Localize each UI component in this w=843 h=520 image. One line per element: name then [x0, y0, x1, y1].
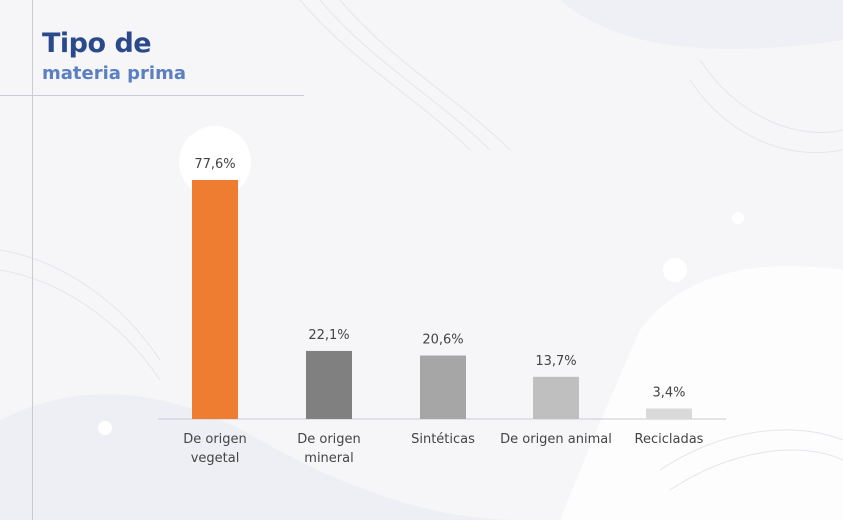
bar: [646, 408, 692, 419]
title-underline: [0, 95, 304, 96]
chart-subtitle: materia prima: [42, 63, 187, 84]
category-label: mineral: [304, 451, 353, 466]
category-label: De origen: [183, 432, 247, 447]
category-label: Sintéticas: [411, 432, 475, 447]
bar: [192, 180, 238, 419]
chart-title: Tipo de: [42, 28, 152, 59]
category-label: De origen animal: [500, 432, 612, 447]
bar: [420, 355, 466, 419]
bar: [533, 376, 579, 419]
bar-value-label: 3,4%: [652, 386, 685, 401]
bar-value-label: 77,6%: [194, 157, 235, 172]
category-label: vegetal: [191, 451, 240, 466]
category-label: De origen: [297, 432, 361, 447]
bar-value-label: 20,6%: [422, 333, 463, 348]
bar-value-label: 13,7%: [535, 354, 576, 369]
vertical-rule: [32, 0, 33, 520]
bar: [306, 350, 352, 419]
category-label: Recicladas: [635, 432, 704, 447]
bar-value-label: 22,1%: [308, 328, 349, 343]
